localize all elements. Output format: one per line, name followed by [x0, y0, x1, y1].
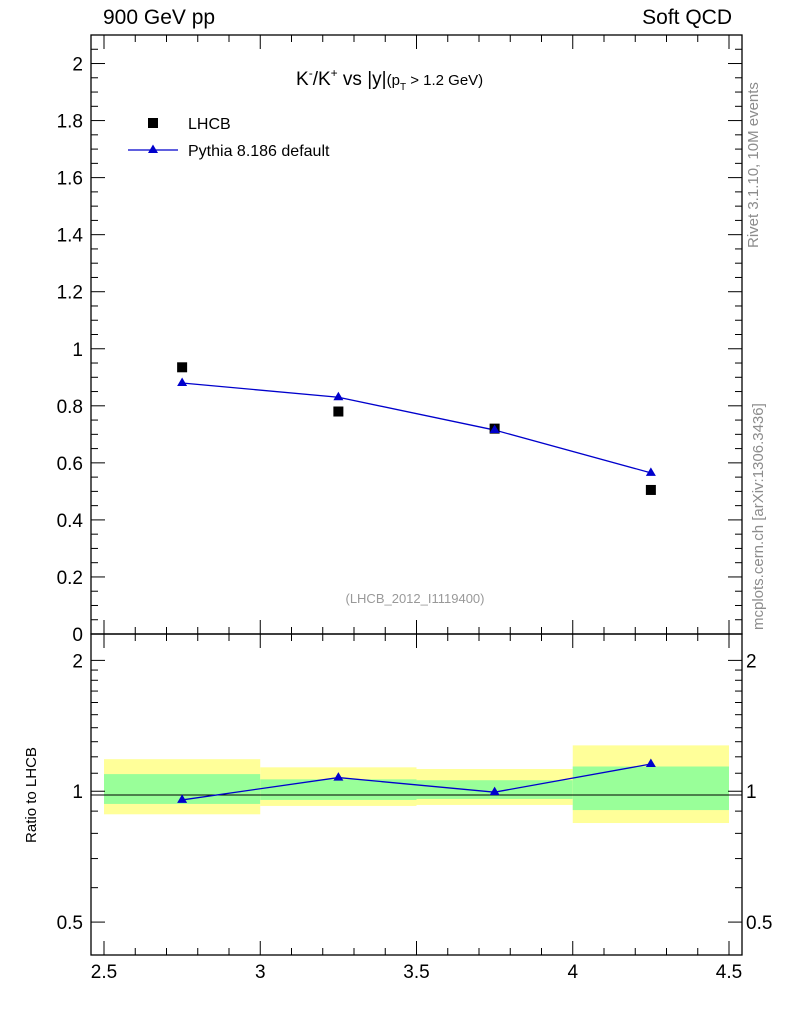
ratio-uncertainty-bands — [104, 745, 729, 824]
main-y-axis: 0 0.2 0.4 0.6 0.8 1 1.2 1.4 1.6 1.8 2 — [57, 34, 742, 646]
main-y-tick-label: 1.4 — [57, 226, 84, 247]
pythia-data-point — [177, 377, 188, 386]
ratio-y-tick-label-right: 1 — [746, 782, 757, 803]
x-tick-label: 4 — [567, 962, 578, 983]
pythia-data-point — [333, 391, 344, 401]
ratio-plot-frame — [90, 633, 743, 956]
ratio-y-tick-label-left: 2 — [72, 651, 83, 672]
pythia-data-point — [645, 467, 656, 476]
main-series — [177, 362, 656, 495]
x-axis: 2.5 3 3.5 4 4.5 — [91, 35, 742, 983]
header-right-label: Soft QCD — [642, 6, 732, 29]
main-y-tick-label: 0.6 — [57, 454, 83, 475]
ratio-y-tick-label-right: 2 — [746, 651, 757, 672]
ratio-band-inner — [572, 766, 729, 811]
legend-label-lhcb: LHCB — [188, 116, 231, 133]
main-y-tick-label: 2 — [72, 55, 83, 76]
legend-marker-lhcb — [148, 118, 158, 128]
analysis-watermark: (LHCB_2012_I1119400) — [345, 591, 484, 606]
ratio-panel: 0.5 0.5 1 1 2 2 Ratio to LHCB — [23, 651, 772, 934]
ratio-y-axis-label: Ratio to LHCB — [23, 747, 40, 843]
main-y-tick-label: 0.2 — [57, 568, 83, 589]
legend-marker-pythia — [148, 144, 158, 153]
main-y-tick-label: 1.8 — [57, 112, 83, 133]
main-y-tick-label: 1.6 — [57, 169, 83, 190]
x-tick-label: 3 — [255, 962, 266, 983]
main-y-tick-label: 0.4 — [57, 511, 84, 532]
main-y-tick-label: 1.2 — [57, 283, 83, 304]
ratio-y-axis: 0.5 0.5 1 1 2 2 — [57, 651, 773, 934]
main-y-tick-label: 0 — [72, 625, 83, 646]
ratio-y-tick-label-left: 0.5 — [57, 913, 83, 934]
main-legend: LHCB Pythia 8.186 default — [128, 116, 330, 160]
x-tick-label: 3.5 — [403, 962, 429, 983]
main-chart-title: K-/K+ vs |y|(pT > 1.2 GeV) — [296, 66, 483, 93]
x-tick-label: 4.5 — [716, 962, 742, 983]
lhcb-data-point — [333, 406, 344, 417]
lhcb-data-point — [177, 362, 188, 373]
ratio-pythia-point — [333, 772, 344, 781]
pythia-line — [182, 382, 652, 474]
main-panel: K-/K+ vs |y|(pT > 1.2 GeV) LHCB Pythia 8… — [57, 34, 742, 646]
x-tick-label: 2.5 — [91, 962, 117, 983]
main-y-tick-label: 1 — [72, 340, 83, 361]
ratio-pythia-line — [182, 763, 651, 801]
header-left-label: 900 GeV pp — [103, 6, 216, 29]
pythia-data-point — [489, 424, 500, 434]
ratio-pythia-point — [489, 786, 500, 796]
ratio-series — [177, 758, 656, 803]
ratio-pythia-point — [645, 758, 656, 768]
ratio-y-tick-label-left: 1 — [72, 782, 83, 803]
ratio-pythia-point — [177, 794, 188, 803]
main-y-tick-label: 0.8 — [57, 397, 83, 418]
ratio-y-tick-label-right: 0.5 — [746, 913, 772, 934]
lhcb-data-point — [645, 484, 656, 495]
legend-label-pythia: Pythia 8.186 default — [188, 143, 330, 160]
